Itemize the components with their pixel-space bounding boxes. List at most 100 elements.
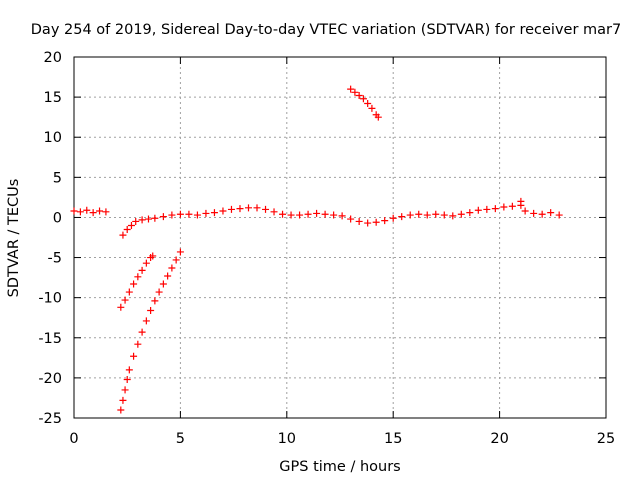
data-point (351, 88, 359, 96)
x-tick-label: 5 (176, 431, 185, 447)
data-point (151, 214, 159, 222)
data-point (321, 210, 329, 218)
data-point (555, 211, 563, 219)
data-point (270, 208, 278, 216)
y-tick-label: -15 (38, 331, 62, 347)
y-tick-label: -10 (38, 291, 62, 307)
plot-frame (73, 56, 607, 419)
data-point (279, 210, 287, 218)
data-point (132, 217, 140, 225)
data-point (440, 211, 448, 219)
y-tick-label: -25 (38, 411, 62, 427)
data-point (119, 231, 127, 239)
data-point (538, 210, 546, 218)
data-point (374, 113, 382, 121)
data-point (102, 208, 110, 216)
data-point (347, 85, 355, 93)
x-tick-label: 10 (278, 431, 296, 447)
data-point (119, 396, 127, 404)
y-tick-label: 20 (44, 50, 62, 66)
data-point (236, 205, 244, 213)
x-tick-label: 25 (597, 431, 615, 447)
data-point (355, 217, 363, 225)
data-point (142, 317, 150, 325)
data-point (76, 208, 84, 216)
y-axis-label: SDTVAR / TECUs (6, 179, 22, 298)
data-point (547, 209, 555, 217)
grid (74, 57, 606, 418)
data-point (398, 213, 406, 221)
data-point (117, 303, 125, 311)
data-point (176, 210, 184, 218)
data-point (423, 211, 431, 219)
data-point (287, 211, 295, 219)
data-point (219, 207, 227, 215)
data-point (372, 218, 380, 226)
data-point (83, 206, 91, 214)
data-point (227, 205, 235, 213)
data-point (210, 209, 218, 217)
y-tick-label: 15 (44, 90, 62, 106)
data-point (296, 211, 304, 219)
y-tick-label: 0 (53, 210, 62, 226)
data-point (355, 92, 363, 100)
data-point (168, 211, 176, 219)
data-point (176, 248, 184, 256)
y-tick-label: -20 (38, 371, 62, 387)
data-point (474, 206, 482, 214)
data-point (364, 219, 372, 227)
data-point (415, 210, 423, 218)
data-point (406, 211, 414, 219)
data-point (96, 207, 104, 215)
data-point (138, 328, 146, 336)
x-tick-label: 0 (69, 431, 78, 447)
x-axis-label: GPS time / hours (279, 459, 400, 475)
x-tick-label: 15 (384, 431, 402, 447)
data-point (151, 297, 159, 305)
data-point (168, 264, 176, 272)
data-point (330, 211, 338, 219)
data-point (159, 213, 167, 221)
data-point (138, 216, 146, 224)
data-point (381, 217, 389, 225)
data-point (193, 211, 201, 219)
data-point (347, 215, 355, 223)
data-point (159, 280, 167, 288)
data-point (500, 203, 508, 211)
data-point (134, 273, 142, 281)
data-point (508, 202, 516, 210)
data-point (466, 209, 474, 217)
data-point (70, 207, 78, 215)
data-point (164, 272, 172, 280)
data-point (121, 386, 129, 394)
data-point (138, 266, 146, 274)
data-point (123, 225, 131, 233)
chart-title: Day 254 of 2019, Sidereal Day-to-day VTE… (31, 22, 621, 38)
data-point (155, 288, 163, 296)
data-point (202, 209, 210, 217)
data-point (457, 210, 465, 218)
data-point (389, 214, 397, 222)
data-point (432, 210, 440, 218)
data-point (144, 215, 152, 223)
data-point (123, 375, 131, 383)
y-tick-label: 5 (53, 170, 62, 186)
data-point (304, 210, 312, 218)
data-point (483, 205, 491, 213)
data-point (125, 366, 133, 374)
data-point (142, 259, 150, 267)
data-point (491, 205, 499, 213)
data-point (521, 207, 529, 215)
data-point (368, 104, 376, 112)
data-point (149, 252, 157, 260)
data-point (313, 209, 321, 217)
data-point (185, 210, 193, 218)
data-point (530, 209, 538, 217)
data-point (253, 204, 261, 212)
data-point (449, 212, 457, 220)
data-point (89, 209, 97, 217)
data-point (147, 307, 155, 315)
data-point (517, 197, 525, 205)
data-point (359, 95, 367, 103)
